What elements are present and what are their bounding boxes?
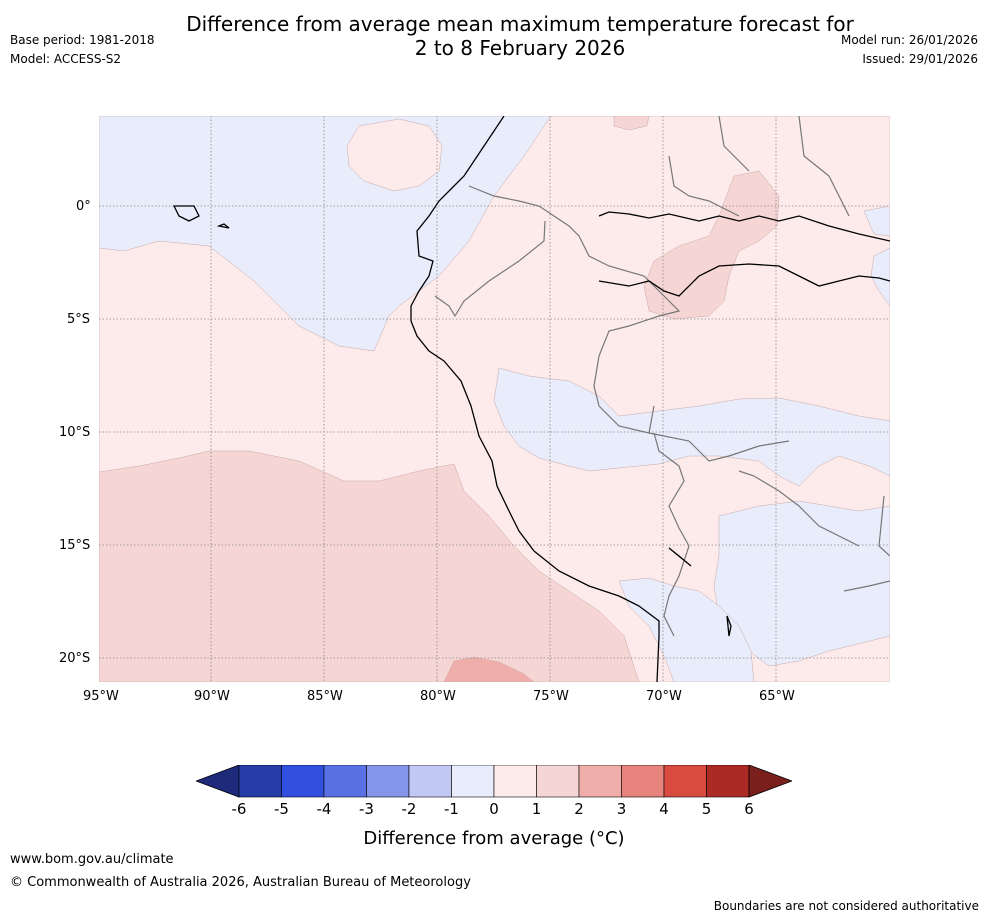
legend-tick-label: -4 <box>316 800 332 818</box>
region-anomaly-1-2-south-pacific <box>99 450 640 682</box>
map-title: Difference from average mean maximum tem… <box>0 12 988 60</box>
region-anomaly-2-3-south-pacific <box>443 656 535 682</box>
graticule <box>99 116 890 682</box>
lon-label-90w: 90°W <box>194 689 230 704</box>
legend-swatch <box>621 765 665 798</box>
lon-label-80w: 80°W <box>420 689 456 704</box>
legend-swatch <box>323 765 367 798</box>
legend-swatch <box>663 765 707 798</box>
legend-swatch <box>493 765 537 798</box>
legend-title: Difference from average (°C) <box>363 828 625 849</box>
map-title-line1: Difference from average mean maximum tem… <box>186 12 854 36</box>
lat-label-0: 0° <box>76 199 91 214</box>
disclaimer-label: Boundaries are not considered authoritat… <box>713 899 979 913</box>
model-run-label: Model run: 26/01/2026 <box>840 33 978 47</box>
legend-tick-label: 6 <box>744 800 754 818</box>
website-label: www.bom.gov.au/climate <box>10 852 174 867</box>
legend-tick-label: 4 <box>659 800 669 818</box>
lon-label-95w: 95°W <box>83 689 119 704</box>
temperature-anomaly-map <box>99 116 890 682</box>
lon-label-70w: 70°W <box>646 689 682 704</box>
issued-label: Issued: 29/01/2026 <box>862 52 978 66</box>
legend-tick-label: 2 <box>574 800 584 818</box>
legend-tick-label: -6 <box>231 800 247 818</box>
legend-swatch <box>408 765 452 798</box>
country-borders <box>434 116 890 637</box>
lat-label-15s: 15°S <box>59 538 91 553</box>
coastline <box>172 116 890 682</box>
region-anomaly-neg-east-edge2 <box>870 247 890 307</box>
base-period-label: Base period: 1981-2018 <box>10 33 155 47</box>
model-label: Model: ACCESS-S2 <box>10 52 122 66</box>
legend-colorbar <box>196 765 792 798</box>
legend-swatch <box>706 765 750 798</box>
lon-label-75w: 75°W <box>533 689 569 704</box>
region-anomaly-1-2-north <box>613 116 650 131</box>
legend-tick-label: 0 <box>489 800 499 818</box>
legend-extension-high <box>748 765 792 798</box>
legend-swatch <box>578 765 622 798</box>
lat-label-20s: 20°S <box>59 651 91 666</box>
legend-tick-label: 1 <box>531 800 542 818</box>
region-anomaly-neg-east-edge <box>863 205 890 237</box>
region-anomaly-1-2-amazon <box>643 170 780 320</box>
legend-extension-low <box>196 765 240 798</box>
map-title-line2: 2 to 8 February 2026 <box>414 36 626 60</box>
legend-swatch <box>536 765 580 798</box>
legend-tick-label: -5 <box>274 800 289 818</box>
region-anomaly-neg-south <box>713 500 890 667</box>
lon-label-65w: 65°W <box>759 689 795 704</box>
legend-tick-label: -1 <box>444 800 459 818</box>
legend-tick-label: 3 <box>616 800 627 818</box>
lon-label-85w: 85°W <box>307 689 343 704</box>
legend-swatch <box>451 765 495 798</box>
legend-swatch <box>366 765 410 798</box>
legend-tick-label: -3 <box>359 800 374 818</box>
region-anomaly-neg-pacific <box>99 116 552 352</box>
legend-swatch <box>281 765 325 798</box>
copyright-label: © Commonwealth of Australia 2026, Austra… <box>10 875 471 890</box>
lat-label-5s: 5°S <box>67 312 91 327</box>
legend-tick-label: -2 <box>401 800 417 818</box>
lat-label-10s: 10°S <box>59 425 91 440</box>
legend-swatch <box>238 765 282 798</box>
region-anomaly-pos-blob-pacific <box>346 118 443 192</box>
legend-tick-label: 5 <box>701 800 712 818</box>
